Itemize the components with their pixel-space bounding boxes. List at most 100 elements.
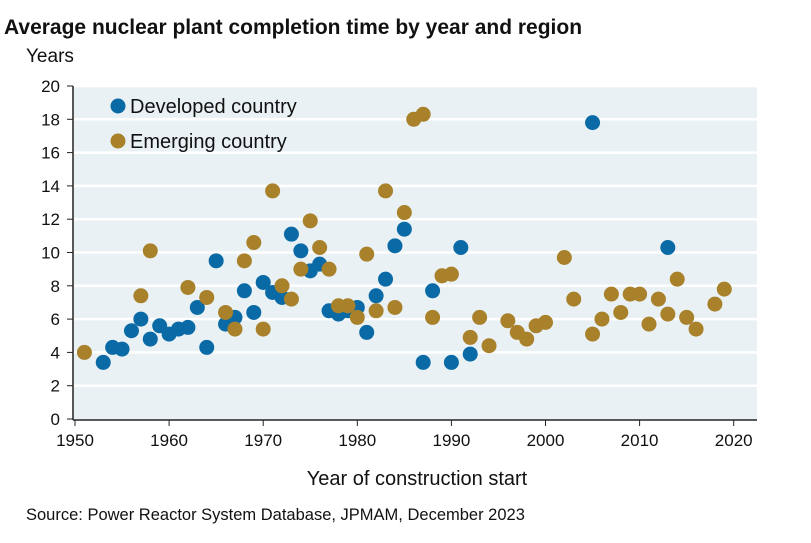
developed-point (283, 226, 299, 242)
emerging-point (283, 291, 299, 307)
developed-point (359, 324, 375, 340)
emerging-point (378, 183, 394, 199)
emerging-point (255, 321, 271, 337)
y-axis-ticks: 0 2 4 6 8 10 12 14 16 18 20 (41, 77, 73, 429)
emerging-point (218, 304, 234, 320)
emerging-point (462, 329, 478, 345)
emerging-point (180, 279, 196, 295)
emerging-point (246, 235, 262, 251)
emerging-point (632, 286, 648, 302)
emerging-point (443, 266, 459, 282)
developed-point (208, 253, 224, 269)
x-tick-label: 2000 (527, 431, 565, 450)
developed-point (462, 346, 478, 362)
developed-point (114, 341, 130, 357)
legend-marker-emerging (110, 133, 126, 149)
y-tick-label: 10 (41, 244, 60, 263)
y-tick-label: 18 (41, 110, 60, 129)
emerging-point (660, 306, 676, 322)
emerging-point (368, 303, 384, 319)
emerging-point (265, 183, 281, 199)
emerging-point (425, 309, 441, 325)
x-tick-label: 2010 (621, 431, 659, 450)
developed-point (585, 115, 601, 131)
emerging-point (650, 291, 666, 307)
x-tick-label: 2020 (715, 431, 753, 450)
y-tick-label: 4 (51, 343, 60, 362)
legend-label-developed: Developed country (130, 96, 297, 118)
emerging-point (613, 304, 629, 320)
emerging-point (519, 331, 535, 347)
developed-point (293, 243, 309, 259)
emerging-point (716, 281, 732, 297)
x-tick-label: 1960 (150, 431, 188, 450)
emerging-point (302, 213, 318, 229)
emerging-point (688, 321, 704, 337)
emerging-point (481, 338, 497, 354)
legend: Developed country Emerging country (110, 96, 297, 153)
x-tick-label: 1990 (432, 431, 470, 450)
emerging-point (603, 286, 619, 302)
emerging-point (585, 326, 601, 342)
x-tick-label: 1950 (56, 431, 94, 450)
emerging-point (76, 344, 92, 360)
developed-point (453, 240, 469, 256)
emerging-point (321, 261, 337, 277)
emerging-point (133, 288, 149, 304)
emerging-point (236, 253, 252, 269)
emerging-point (142, 243, 158, 259)
data-points (76, 106, 732, 370)
y-tick-label: 8 (51, 277, 60, 296)
emerging-point (396, 205, 412, 221)
emerging-point (538, 314, 553, 330)
source-note: Source: Power Reactor System Database, J… (26, 506, 525, 524)
y-tick-label: 16 (41, 144, 60, 163)
developed-point (396, 221, 412, 237)
developed-point (255, 274, 271, 290)
developed-point (368, 288, 384, 304)
emerging-point (566, 291, 582, 307)
emerging-point (556, 249, 572, 265)
emerging-point (669, 271, 685, 287)
emerging-point (199, 289, 215, 305)
developed-point (387, 238, 403, 254)
y-tick-label: 14 (41, 177, 60, 196)
x-tick-label: 1980 (338, 431, 376, 450)
developed-point (199, 339, 215, 355)
emerging-point (387, 299, 403, 315)
y-axis-label: Years (26, 46, 74, 67)
developed-point (415, 354, 431, 370)
x-axis-label: Year of construction start (307, 468, 528, 490)
emerging-point (274, 278, 290, 294)
gridlines (73, 84, 757, 387)
developed-point (236, 283, 252, 299)
chart-title: Average nuclear plant completion time by… (4, 16, 582, 39)
emerging-point (641, 316, 657, 332)
developed-point (189, 299, 205, 315)
y-tick-label: 0 (51, 410, 60, 429)
developed-point (142, 331, 158, 347)
emerging-point (349, 309, 365, 325)
emerging-point (707, 296, 723, 312)
y-tick-label: 2 (51, 377, 60, 396)
y-tick-label: 6 (51, 310, 60, 329)
emerging-point (312, 240, 328, 256)
legend-marker-developed (110, 98, 126, 114)
developed-point (133, 311, 149, 327)
emerging-point (359, 246, 375, 262)
developed-point (180, 319, 196, 335)
y-tick-label: 20 (41, 77, 60, 96)
x-tick-label: 1970 (244, 431, 282, 450)
developed-point (123, 323, 139, 339)
developed-point (443, 354, 459, 370)
emerging-point (594, 311, 610, 327)
emerging-point (679, 309, 695, 325)
developed-point (378, 271, 394, 287)
emerging-point (500, 313, 516, 329)
emerging-point (415, 106, 431, 122)
emerging-point (472, 309, 488, 325)
legend-label-emerging: Emerging country (130, 131, 287, 153)
emerging-point (293, 261, 309, 277)
x-axis-ticks: 1950 1960 1970 1980 1990 2000 2010 2020 (56, 420, 753, 450)
